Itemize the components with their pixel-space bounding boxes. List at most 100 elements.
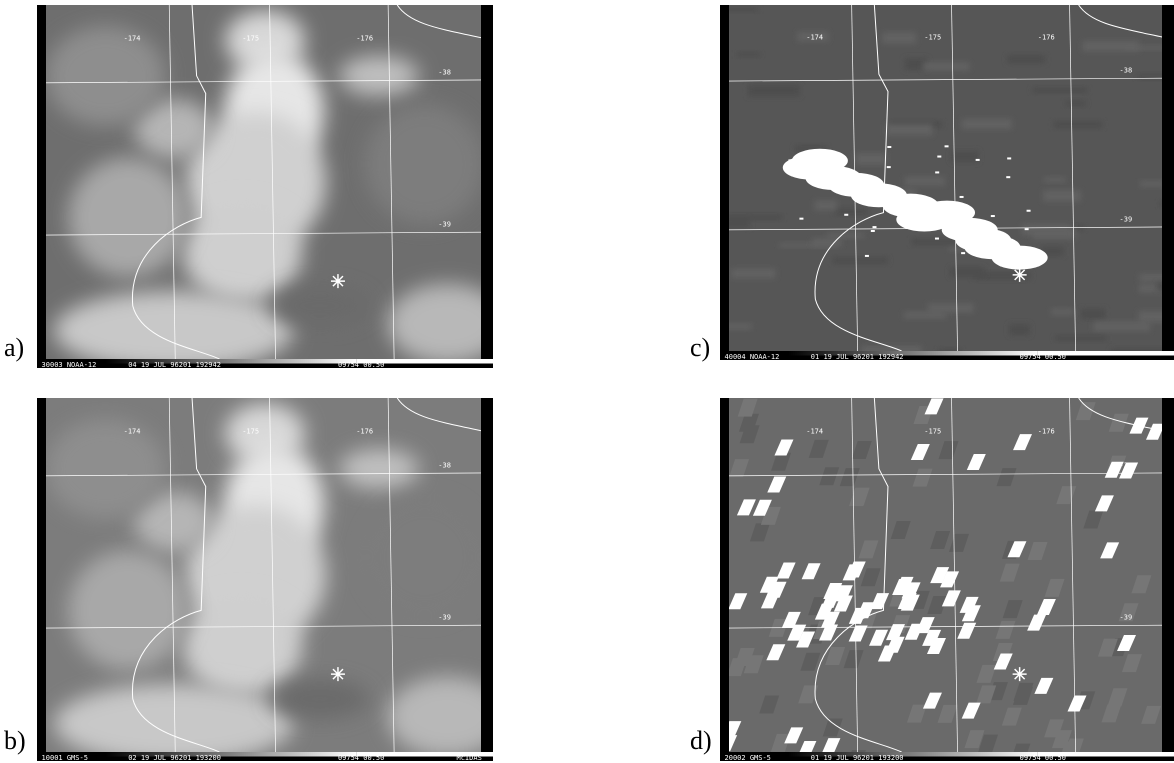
footer-text: 02 19 JUL 96201 193200 [128, 754, 221, 762]
texture [950, 267, 984, 277]
texture [923, 62, 970, 70]
detection-pixel [964, 232, 968, 234]
latitude-label: -39 [438, 614, 451, 622]
texture [1032, 87, 1087, 93]
right-border [1162, 398, 1174, 752]
texture [1043, 190, 1081, 201]
texture [928, 304, 973, 313]
texture [1054, 121, 1103, 128]
cloud [68, 550, 188, 670]
detection-pixel [976, 159, 980, 161]
latitude-label: -38 [1120, 461, 1133, 469]
detection-pixel [831, 169, 835, 171]
texture [1007, 55, 1045, 64]
detection-pixel [865, 255, 869, 257]
texture [1044, 177, 1065, 182]
footer-text: 10001 GMS-5 [42, 754, 88, 762]
texture [1140, 181, 1165, 187]
footer-text: 01 19 JUL 96201 192942 [811, 353, 904, 361]
footer-text: 09754 00.50 [1020, 754, 1066, 762]
texture [731, 269, 775, 279]
texture [882, 32, 916, 43]
detection-pixel [1006, 176, 1010, 178]
texture [1083, 41, 1140, 51]
footer-text: 09754 00.50 [338, 754, 384, 762]
left-border [37, 5, 46, 359]
cloud [54, 291, 294, 371]
site-marker [1013, 667, 1027, 681]
cloud [270, 286, 370, 326]
figure: -174 -175 -176 -38 -39 30003 NOAA-12 04 19 JUL… [0, 0, 1174, 763]
texture [1055, 335, 1106, 341]
texture [833, 257, 888, 264]
footer-text: 09754 00.50 [338, 361, 384, 369]
detection [896, 208, 952, 232]
right-border [481, 398, 493, 752]
texture [1022, 224, 1071, 235]
longitude-label: -176 [356, 427, 373, 435]
detection-pixel [1027, 210, 1031, 212]
longitude-label: -176 [356, 34, 373, 42]
latitude-label: -39 [438, 221, 451, 229]
footer-text: 20002 GMS-5 [725, 754, 771, 762]
texture [855, 153, 887, 164]
site-marker [1013, 268, 1027, 282]
texture [1081, 309, 1105, 320]
detection-pixel [799, 218, 803, 220]
detection-pixel [935, 171, 939, 173]
cloud [45, 26, 165, 126]
left-border [720, 398, 729, 752]
texture [951, 151, 979, 162]
texture [904, 312, 946, 319]
texture [1009, 324, 1030, 335]
satellite-image: -174-175-176-38-3920002 GMS-501 19 JUL 9… [718, 398, 1174, 763]
latitude-label: -39 [1120, 215, 1133, 223]
texture [827, 233, 864, 238]
texture [724, 214, 782, 220]
detection-pixel [935, 238, 939, 240]
cloud [270, 679, 370, 719]
detection-pixel [872, 226, 876, 228]
panel-label: a) [4, 333, 24, 362]
texture [737, 52, 760, 57]
panel-label: c) [690, 333, 710, 362]
detection-pixel [945, 145, 949, 147]
longitude-label: -175 [242, 427, 259, 435]
detection-pixel [832, 158, 836, 160]
footer-text: 04 19 JUL 96201 192942 [128, 361, 221, 369]
texture [905, 177, 945, 186]
texture [834, 208, 868, 215]
page: {"panels": [ {"label": "a)", "lon": ["-1… [0, 0, 1174, 763]
texture [886, 124, 933, 135]
texture [748, 85, 800, 97]
longitude-label: -175 [924, 427, 941, 435]
footer-text: 30003 NOAA-12 [42, 361, 97, 369]
image-panel: -174-175-176-38-3940004 NOAA-1201 19 JUL… [720, 5, 1174, 361]
footer-text: 01 19 JUL 96201 193200 [811, 754, 904, 762]
panel-label: b) [4, 726, 26, 755]
detection-pixel [1013, 243, 1017, 245]
detection-pixel [961, 252, 965, 254]
texture [1094, 322, 1150, 331]
left-border [37, 398, 46, 752]
detection-pixel [1007, 157, 1011, 159]
cloud [365, 104, 485, 224]
detection-pixel [844, 214, 848, 216]
cloud [54, 684, 294, 763]
texture [1051, 309, 1073, 315]
longitude-label: -174 [124, 34, 141, 42]
detection-pixel [788, 159, 792, 161]
longitude-label: -176 [1038, 34, 1055, 42]
cloud [45, 419, 165, 519]
detection-pixel [1025, 228, 1029, 230]
latitude-label: -38 [438, 461, 451, 469]
detection-pixel [851, 170, 855, 172]
cloud [365, 497, 485, 617]
site-marker [331, 274, 345, 288]
texture [815, 200, 837, 210]
site-marker [331, 667, 345, 681]
